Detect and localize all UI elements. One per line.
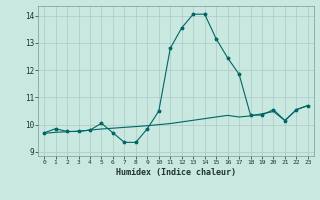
X-axis label: Humidex (Indice chaleur): Humidex (Indice chaleur)	[116, 168, 236, 177]
